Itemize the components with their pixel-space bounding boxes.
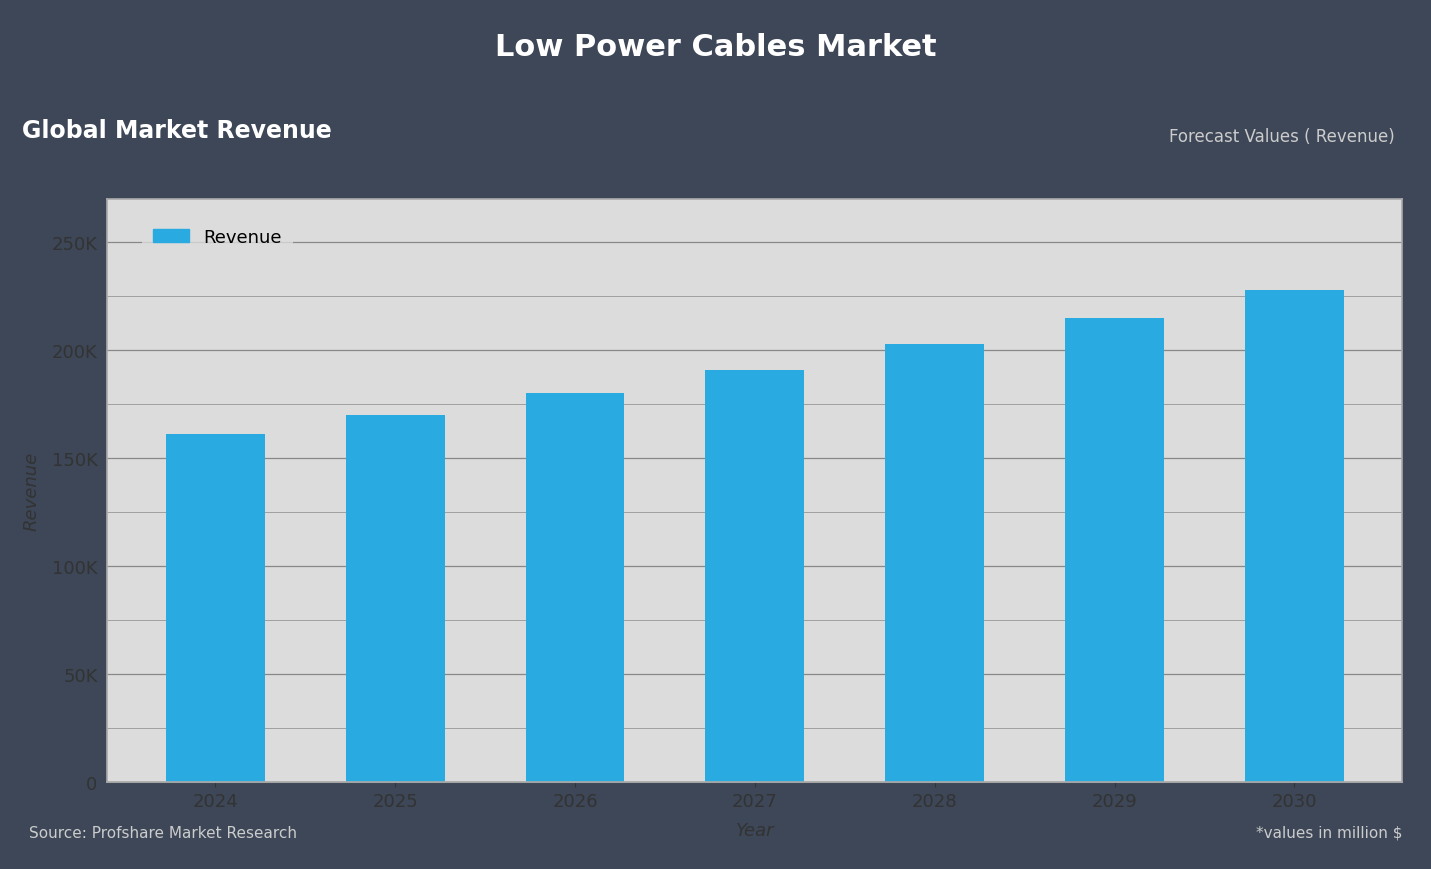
Bar (886, 344, 985, 782)
Bar (705, 370, 804, 782)
Text: *values in million $: *values in million $ (1256, 825, 1402, 840)
Bar (346, 415, 445, 782)
Bar (166, 434, 265, 782)
Text: Low Power Cables Market: Low Power Cables Market (495, 33, 936, 63)
Legend: Revenue: Revenue (142, 217, 293, 257)
Text: Global Market Revenue: Global Market Revenue (23, 119, 332, 143)
Bar (1065, 318, 1163, 782)
Y-axis label: Revenue: Revenue (23, 451, 40, 531)
X-axis label: Year: Year (736, 821, 774, 839)
Bar (525, 394, 624, 782)
Text: Forecast Values ( Revenue): Forecast Values ( Revenue) (1169, 128, 1395, 145)
Text: Source: Profshare Market Research: Source: Profshare Market Research (29, 825, 296, 840)
Bar (1245, 290, 1344, 782)
